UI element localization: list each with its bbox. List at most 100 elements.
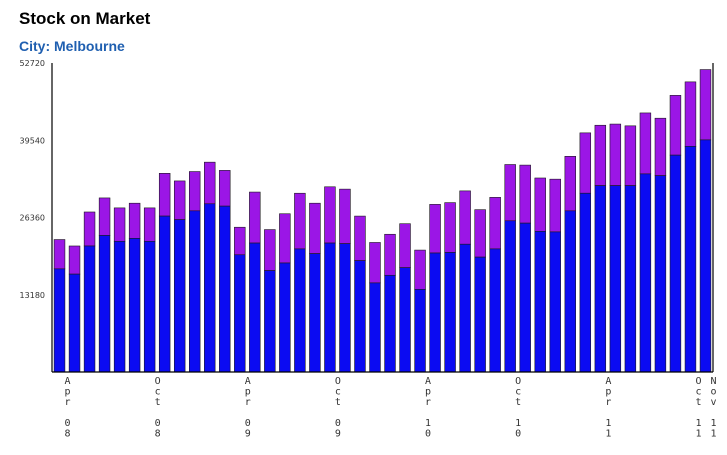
bar-upper <box>279 213 291 264</box>
bar-lower <box>249 242 261 373</box>
bar-upper <box>474 209 486 258</box>
bar-upper <box>98 197 111 236</box>
bar-lower <box>699 139 712 373</box>
bar-lower <box>279 262 291 373</box>
bar-upper <box>264 229 276 271</box>
bar-upper <box>83 211 96 247</box>
bar-upper <box>204 161 216 205</box>
bar-upper <box>324 186 336 244</box>
bar-lower <box>444 252 456 373</box>
bar-lower <box>474 256 486 373</box>
bar-upper <box>624 125 637 186</box>
bar-lower <box>53 268 66 373</box>
chart-subtitle: City: Melbourne <box>19 38 125 54</box>
bar-lower <box>264 270 276 373</box>
bar-upper <box>669 95 682 156</box>
bar-upper <box>219 170 231 207</box>
bar-lower <box>354 260 366 373</box>
bar-upper <box>249 191 261 244</box>
bar-lower <box>414 289 426 373</box>
bar-upper <box>369 242 381 284</box>
bar-lower <box>204 203 216 373</box>
bar-lower <box>534 231 546 373</box>
bar-upper <box>489 197 501 250</box>
bar-lower <box>128 238 141 373</box>
bar-lower <box>504 220 516 373</box>
bar-lower <box>594 185 607 373</box>
y-tick-label: 26360 <box>20 214 45 223</box>
bar-upper <box>309 202 321 254</box>
bar-lower <box>579 192 592 373</box>
bar-lower <box>564 210 576 373</box>
bar-upper <box>189 171 201 212</box>
bar-lower <box>549 231 561 373</box>
bar-lower <box>489 248 501 373</box>
bar-upper <box>158 173 171 217</box>
bar-lower <box>234 254 246 373</box>
bar-lower <box>68 273 81 373</box>
bar-lower <box>158 215 171 373</box>
bar-lower <box>399 267 411 373</box>
axes-group <box>51 63 714 373</box>
bar-lower <box>384 274 396 373</box>
bar-lower <box>624 185 637 373</box>
bar-upper <box>173 180 186 220</box>
bar-upper <box>684 81 697 147</box>
bar-upper <box>128 202 141 239</box>
bar-lower <box>98 235 111 373</box>
bar-lower <box>143 240 156 373</box>
bar-lower <box>669 154 682 373</box>
bar-lower <box>459 243 471 373</box>
bar-upper <box>549 178 561 233</box>
bar-upper <box>384 233 396 276</box>
y-ticks-group: 13180 26360 39540 52720 <box>20 59 45 300</box>
bar-upper <box>444 202 456 253</box>
y-tick-label: 13180 <box>20 291 45 300</box>
bar-lower <box>219 205 231 373</box>
bar-upper <box>504 164 516 222</box>
bar-upper <box>234 226 246 256</box>
bars-group <box>53 69 712 373</box>
bar-lower <box>519 222 531 373</box>
bar-upper <box>594 124 607 186</box>
bar-lower <box>83 245 96 373</box>
bar-lower <box>189 210 201 373</box>
bar-upper <box>339 188 351 244</box>
bar-upper <box>639 112 652 175</box>
bar-upper <box>294 192 306 250</box>
bar-upper <box>113 207 126 242</box>
bar-upper <box>414 249 426 290</box>
bar-lower <box>369 282 381 373</box>
bar-lower <box>684 146 697 373</box>
bar-upper <box>609 123 622 186</box>
bar-upper <box>459 190 471 245</box>
bar-upper <box>143 207 156 242</box>
bar-lower <box>173 219 186 373</box>
bar-upper <box>429 204 441 254</box>
bar-upper <box>354 215 366 261</box>
bar-lower <box>429 252 441 373</box>
y-tick-label: 39540 <box>20 136 45 145</box>
y-tick-label: 52720 <box>20 59 45 68</box>
bar-lower <box>294 248 306 373</box>
bar-lower <box>639 173 652 373</box>
bar-lower <box>654 175 667 373</box>
bar-lower <box>113 240 126 373</box>
bar-lower <box>609 185 622 373</box>
bar-upper <box>654 117 667 176</box>
bar-lower <box>339 243 351 373</box>
bar-upper <box>519 164 531 224</box>
bar-upper <box>579 132 592 194</box>
chart-title: Stock on Market <box>19 9 151 28</box>
bar-upper <box>68 245 81 275</box>
